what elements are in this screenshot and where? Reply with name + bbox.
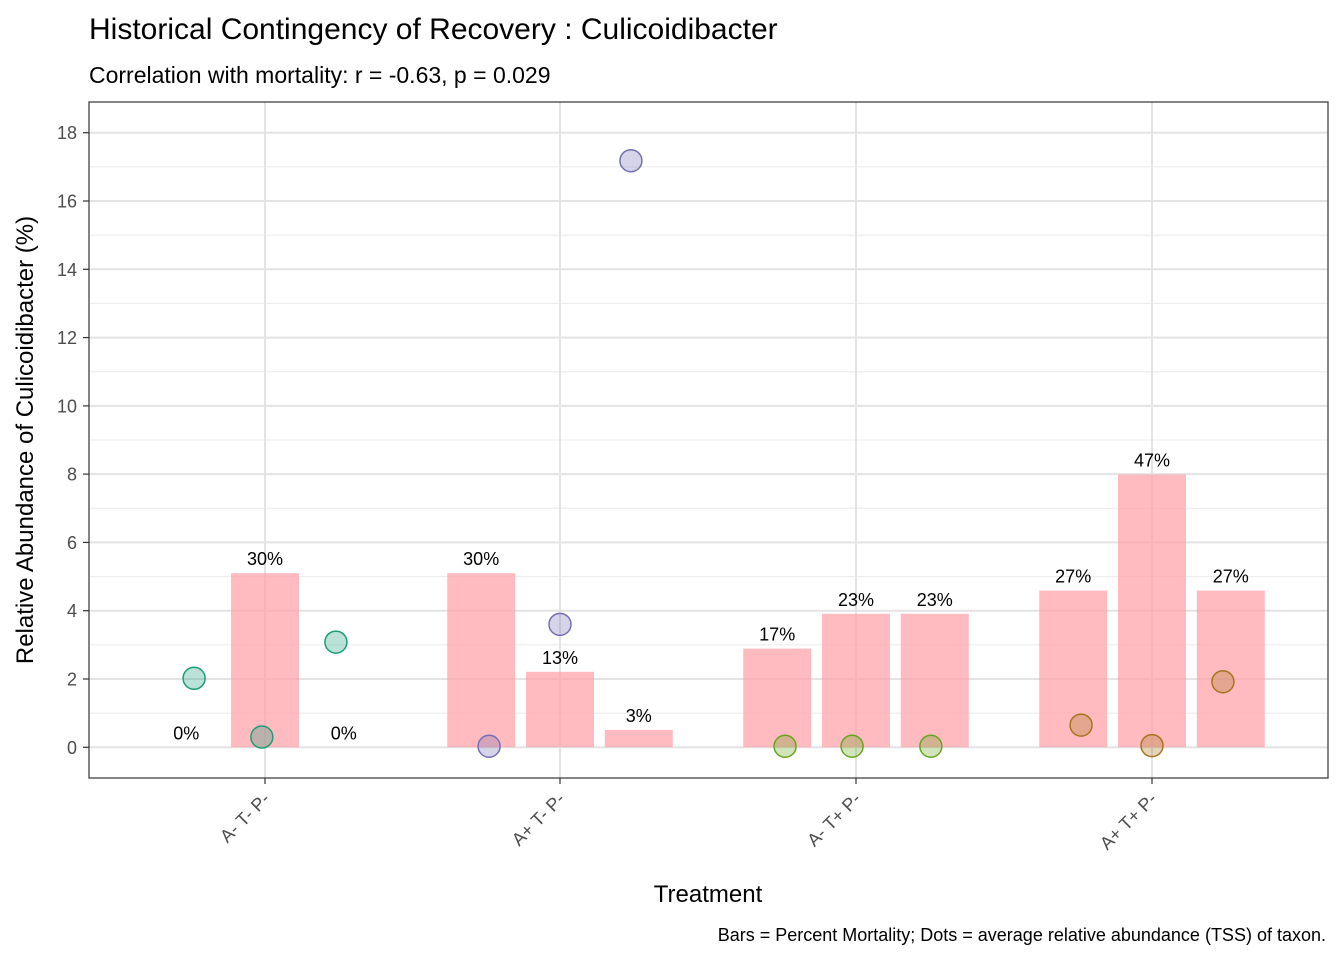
abundance-point (1069, 713, 1093, 737)
y-tick-label: 2 (67, 669, 77, 689)
x-tick-label: A+ T+ P- (1096, 789, 1161, 854)
bar-value-label: 47% (1134, 450, 1170, 470)
abundance-points (182, 148, 1235, 758)
bar-value-label: 17% (759, 625, 795, 645)
mortality-bar (526, 671, 594, 748)
x-tick-label: A+ T- P- (508, 789, 569, 850)
abundance-point (182, 666, 206, 691)
y-axis-title: Relative Abundance of Culicoidibacter (%… (12, 216, 39, 664)
bar-value-label: 27% (1055, 567, 1091, 587)
mortality-bar (822, 613, 890, 748)
abundance-point (619, 148, 643, 173)
y-tick-label: 14 (57, 260, 77, 280)
y-tick-label: 16 (57, 192, 77, 212)
abundance-point (548, 612, 572, 637)
y-tick-label: 4 (67, 601, 77, 621)
bar-value-label: 3% (626, 706, 652, 726)
mortality-bars (231, 474, 1265, 748)
x-tick-label: A- T+ P- (803, 789, 865, 851)
mortality-bar (1196, 590, 1265, 748)
bar-labels: 0% 30% 0% 30% 13% 3% 17% 23% 23% 27% 47% 27% (173, 450, 1249, 743)
abundance-point (250, 725, 274, 749)
mortality-bar (447, 573, 516, 748)
mortality-bar (231, 573, 299, 748)
mortality-bar (743, 648, 812, 748)
panel-border (88, 101, 1329, 779)
bar-value-label: 23% (917, 590, 953, 610)
y-axis: 0 2 4 6 8 10 12 14 16 18 (57, 123, 89, 758)
chart-subtitle: Correlation with mortality: r = -0.63, p… (89, 62, 551, 88)
mortality-bar (1039, 590, 1108, 748)
y-tick-label: 10 (57, 396, 77, 416)
y-tick-label: 6 (67, 533, 77, 553)
abundance-point (840, 734, 864, 758)
y-tick-label: 0 (67, 738, 77, 758)
y-tick-label: 8 (67, 465, 77, 485)
x-axis-title: Treatment (654, 881, 763, 908)
abundance-point (773, 734, 797, 758)
y-tick-label: 18 (57, 123, 77, 143)
bar-value-label: 27% (1213, 567, 1249, 587)
bar-value-label: 30% (247, 549, 283, 569)
bar-value-label: 30% (463, 549, 499, 569)
abundance-point (919, 734, 943, 758)
bar-value-label: 13% (542, 648, 578, 668)
mortality-bar (604, 729, 673, 748)
plot-panel: 0% 30% 0% 30% 13% 3% 17% 23% 23% 27% 47% 27% (88, 101, 1329, 779)
bar-value-label: 0% (173, 723, 199, 743)
chart-title: Historical Contingency of Recovery : Cul… (89, 13, 778, 46)
abundance-point (1211, 669, 1235, 694)
chart-caption: Bars = Percent Mortality; Dots = average… (718, 925, 1326, 945)
abundance-point (477, 734, 501, 758)
x-axis: A- T- P- A+ T- P- A- T+ P- A+ T+ P- (216, 778, 1161, 854)
mortality-bar (900, 613, 969, 748)
abundance-point (324, 630, 348, 654)
bar-value-label: 0% (331, 723, 357, 743)
x-tick-label: A- T- P- (216, 789, 274, 847)
y-tick-label: 12 (57, 328, 77, 348)
mortality-bar (1118, 474, 1186, 748)
bar-value-label: 23% (838, 590, 874, 610)
abundance-point (1140, 733, 1164, 758)
